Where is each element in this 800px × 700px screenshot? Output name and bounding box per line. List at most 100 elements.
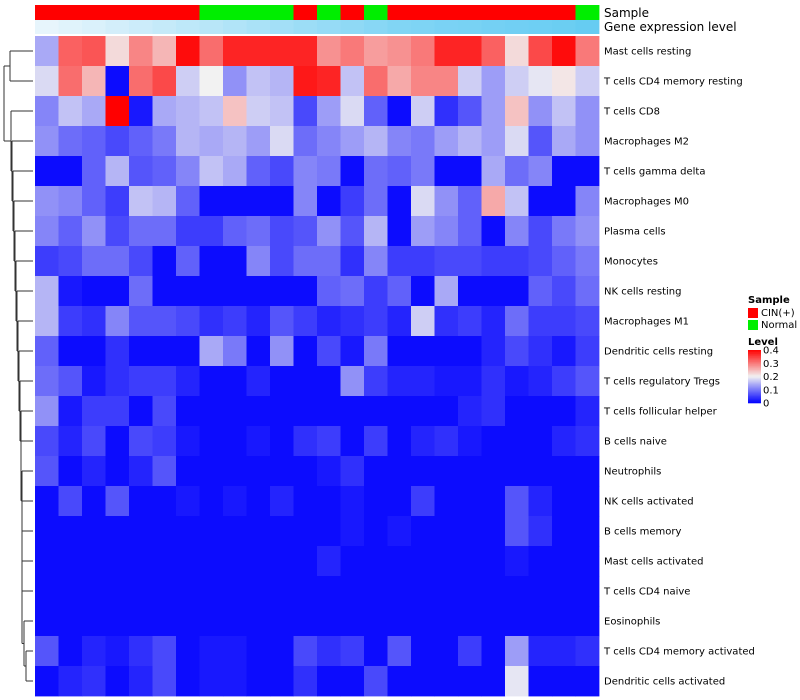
heatmap-cell bbox=[505, 576, 529, 607]
heatmap-cell bbox=[481, 336, 506, 367]
heatmap-cell bbox=[505, 156, 529, 187]
row-label: NK cells activated bbox=[604, 497, 694, 508]
heatmap-cell bbox=[364, 36, 388, 67]
heatmap-cell bbox=[528, 36, 553, 67]
heatmap-cell bbox=[105, 546, 130, 577]
heatmap-cell bbox=[58, 516, 83, 547]
heatmap-cell bbox=[340, 606, 365, 637]
heatmap-cell bbox=[129, 96, 153, 127]
sample-annotation-cell bbox=[387, 5, 412, 20]
heatmap-cell bbox=[129, 546, 153, 577]
heatmap-cell bbox=[246, 396, 271, 427]
heatmap-cell bbox=[575, 666, 600, 697]
heatmap-cell bbox=[364, 396, 388, 427]
legend-gradient-step bbox=[748, 387, 761, 389]
heatmap-cell bbox=[411, 636, 435, 667]
heatmap-cell bbox=[364, 216, 388, 247]
sample-annotation-cell bbox=[270, 5, 294, 20]
heatmap-cell bbox=[35, 636, 59, 667]
heatmap-cell bbox=[575, 576, 600, 607]
legend-level-tick: 0.4 bbox=[763, 346, 779, 357]
heatmap-cell bbox=[58, 216, 83, 247]
heatmap-cell bbox=[458, 126, 482, 157]
heatmap-cell bbox=[82, 156, 106, 187]
heatmap-cell bbox=[528, 606, 553, 637]
heatmap-cell bbox=[317, 276, 341, 307]
heatmap-cell bbox=[364, 636, 388, 667]
legend-level-tick: 0.2 bbox=[763, 372, 779, 383]
heatmap-cell bbox=[152, 336, 177, 367]
heatmap-cell bbox=[364, 456, 388, 487]
heatmap-cell bbox=[575, 516, 600, 547]
heatmap-cell bbox=[58, 306, 83, 337]
heatmap-cell bbox=[387, 396, 412, 427]
heatmap-cell bbox=[82, 336, 106, 367]
heatmap-cell bbox=[317, 486, 341, 517]
sample-annotation-cell bbox=[317, 5, 341, 20]
heatmap-cell bbox=[199, 66, 224, 97]
legend-gradient-step bbox=[748, 379, 761, 381]
heatmap-cell bbox=[364, 606, 388, 637]
heatmap-cell bbox=[387, 426, 412, 457]
heatmap-cell bbox=[58, 156, 83, 187]
expression-annotation-cell bbox=[434, 20, 459, 34]
heatmap-cell bbox=[58, 396, 83, 427]
sample-annotation-cell bbox=[129, 5, 153, 20]
heatmap-cell bbox=[528, 666, 553, 697]
heatmap-cell bbox=[340, 546, 365, 577]
heatmap-cell bbox=[35, 276, 59, 307]
heatmap-cell bbox=[270, 606, 294, 637]
heatmap-cell bbox=[270, 636, 294, 667]
row-label: Mast cells resting bbox=[604, 47, 691, 58]
heatmap-cell bbox=[270, 126, 294, 157]
heatmap-cell bbox=[575, 306, 600, 337]
heatmap-cell bbox=[340, 246, 365, 277]
heatmap-cell bbox=[152, 516, 177, 547]
row-label: Mast cells activated bbox=[604, 557, 703, 568]
heatmap-cell bbox=[199, 36, 224, 67]
heatmap-cell bbox=[82, 246, 106, 277]
legend-gradient-step bbox=[748, 360, 761, 363]
heatmap-cell bbox=[58, 666, 83, 697]
heatmap-cell bbox=[458, 216, 482, 247]
legend-gradient-step bbox=[748, 357, 761, 360]
sample-annotation-cell bbox=[481, 5, 506, 20]
heatmap-cell bbox=[223, 576, 247, 607]
legend-gradient-step bbox=[748, 367, 761, 369]
heatmap-cell bbox=[364, 96, 388, 127]
heatmap-cell bbox=[317, 216, 341, 247]
heatmap-cell bbox=[481, 36, 506, 67]
heatmap-cell bbox=[176, 186, 200, 217]
heatmap-cell bbox=[152, 216, 177, 247]
heatmap-cell bbox=[458, 456, 482, 487]
heatmap-cell bbox=[199, 156, 224, 187]
heatmap-cell bbox=[293, 516, 318, 547]
legend-gradient-step bbox=[748, 364, 761, 367]
heatmap-cell bbox=[552, 366, 576, 397]
heatmap-cell bbox=[458, 96, 482, 127]
heatmap-cell bbox=[223, 306, 247, 337]
heatmap-cell bbox=[458, 36, 482, 67]
heatmap-cell bbox=[199, 636, 224, 667]
heatmap-cell bbox=[411, 126, 435, 157]
heatmap-cell bbox=[176, 426, 200, 457]
heatmap-cell bbox=[387, 666, 412, 697]
heatmap-cell bbox=[317, 66, 341, 97]
heatmap-cell bbox=[293, 336, 318, 367]
heatmap-cell bbox=[270, 216, 294, 247]
heatmap-cell bbox=[434, 186, 459, 217]
heatmap-cells bbox=[35, 36, 600, 697]
heatmap-cell bbox=[505, 306, 529, 337]
heatmap-cell bbox=[434, 66, 459, 97]
heatmap-cell bbox=[552, 126, 576, 157]
heatmap-cell bbox=[387, 36, 412, 67]
heatmap-cell bbox=[129, 516, 153, 547]
heatmap-cell bbox=[58, 246, 83, 277]
heatmap-cell bbox=[434, 426, 459, 457]
legend-gradient-step bbox=[748, 381, 761, 384]
heatmap-cell bbox=[387, 156, 412, 187]
heatmap-cell bbox=[458, 186, 482, 217]
heatmap-cell bbox=[152, 126, 177, 157]
